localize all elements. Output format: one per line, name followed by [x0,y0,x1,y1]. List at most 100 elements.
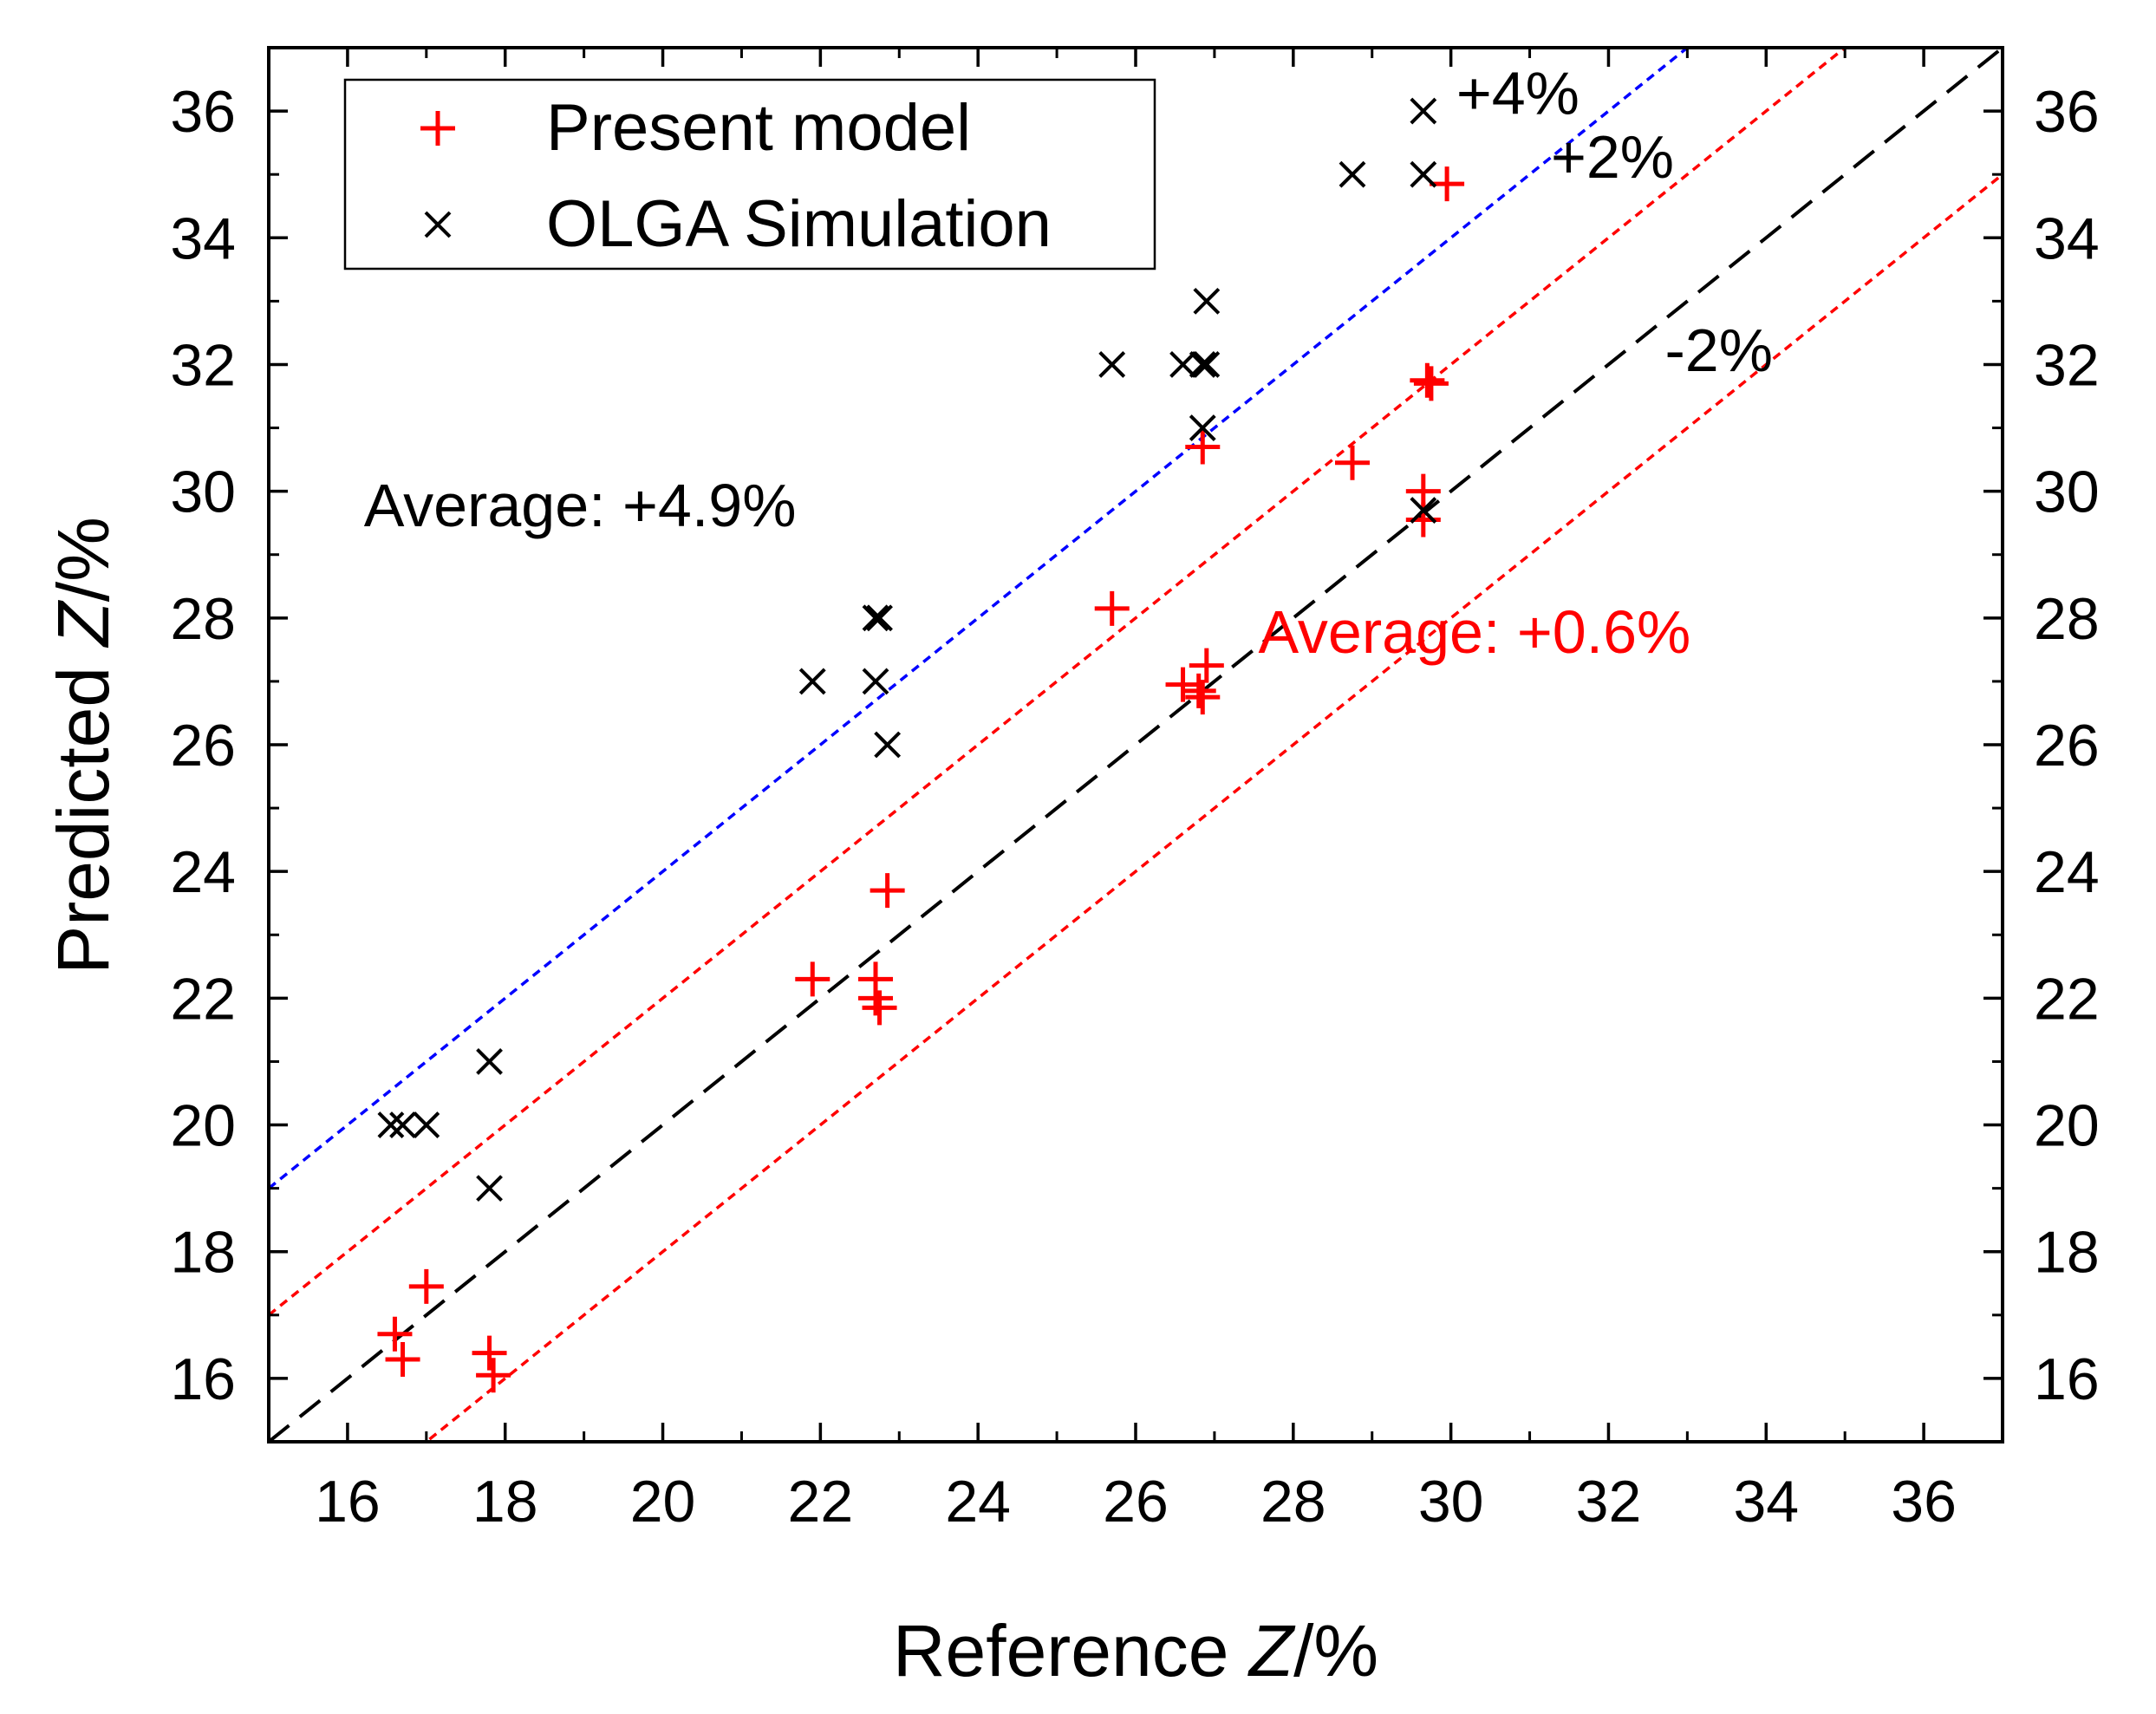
olga-simulation-point [377,1111,405,1138]
legend-label-present-model: Present model [546,91,971,165]
x-axis-title-variable: Z [1247,1610,1296,1691]
y-tick-label-left: 34 [170,205,236,271]
x-tick-label: 34 [1733,1469,1799,1535]
present-model-point [1413,366,1449,401]
x-tick-label: 18 [472,1469,538,1535]
y-tick-label-left: 30 [170,459,236,525]
olga-simulation-point [798,668,826,695]
reference-lines [269,48,2003,1442]
y-axis-title-variable: Z [42,600,124,648]
y-tick-label-left: 36 [170,79,236,145]
x-axis-title: Reference Z/% [893,1610,1378,1691]
reference-line-parity [269,48,2003,1442]
present-model-point [1335,445,1370,480]
y-tick-label-right: 30 [2034,459,2100,525]
y-tick-label-right: 26 [2034,713,2100,779]
y-axis-title: Predicted Z/% [42,517,124,974]
y-axis-title-suffix: /% [42,517,124,602]
olga-simulation-point [1189,351,1216,378]
x-tick-label: 28 [1260,1469,1326,1535]
present-model-point [1094,590,1130,626]
x-tick-label: 36 [1891,1469,1957,1535]
present-model-point [870,873,905,909]
y-tick-label-right: 36 [2034,79,2100,145]
legend-box [343,78,1156,270]
olga-simulation-point [1193,287,1221,315]
present-model-point [476,1358,511,1393]
y-tick-label-right: 32 [2034,332,2100,398]
present-model-point [1181,673,1216,708]
y-axis-title-prefix: Predicted [42,647,124,974]
olga-simulation-point [476,1175,503,1202]
olga-simulation-point [1410,160,1437,188]
present-model-point [377,1316,413,1352]
olga-simulation-point [1193,351,1221,378]
olga-simulation-point [866,604,893,632]
y-tick-label-left: 32 [170,332,236,398]
y-tick-label-left: 16 [170,1346,236,1412]
present-model-point [1185,429,1221,465]
present-model-point [1185,680,1221,715]
x-tick-label: 20 [630,1469,696,1535]
y-tick-label-right: 28 [2034,586,2100,652]
x-axis-title-suffix: /% [1293,1610,1378,1691]
y-tick-label-left: 22 [170,966,236,1032]
reference-line-minus2pct [424,173,2003,1442]
x-tick-label: 32 [1576,1469,1642,1535]
olga-simulation-point [476,1048,503,1075]
x-tick-label: 30 [1418,1469,1484,1535]
present-model-point [795,961,830,997]
y-tick-label-left: 24 [170,839,236,905]
data-points [377,97,1465,1393]
present-model-point [1430,166,1465,202]
x-tick-label: 26 [1103,1469,1169,1535]
olga-simulation-point [862,668,889,695]
y-tick-label-right: 24 [2034,839,2100,905]
svg-text:Reference Z/%: Reference Z/% [893,1610,1378,1691]
olga-simulation-point [1098,351,1126,378]
reference-line-plus4pct [269,48,1690,1190]
present-model-point [385,1341,420,1377]
legend-label-olga-simulation: OLGA Simulation [546,187,1052,261]
x-axis-title-prefix: Reference [893,1610,1249,1691]
y-tick-label-right: 22 [2034,966,2100,1032]
annotation-2: -2% [1664,316,1772,384]
olga-simulation-point [1339,160,1366,188]
present-model-point [1410,362,1445,398]
reference-line-plus2pct [269,48,1847,1317]
present-model-point [862,990,897,1026]
olga-simulation-point [862,604,889,632]
svg-text:Predicted Z/%: Predicted Z/% [42,517,124,974]
annotation-2: +2% [1551,123,1674,191]
y-tick-label-left: 18 [170,1220,236,1286]
x-tick-label: 16 [315,1469,381,1535]
olga-simulation-point [413,1111,440,1138]
legend-marker-present-model [420,111,455,146]
legend: Present model OLGA Simulation [343,78,1156,270]
y-tick-label-left: 20 [170,1093,236,1159]
x-tick-label: 24 [945,1469,1011,1535]
y-tick-label-right: 18 [2034,1220,2100,1286]
y-tick-label-left: 28 [170,586,236,652]
y-tick-label-right: 20 [2034,1093,2100,1159]
present-model-point [1165,667,1201,702]
olga-simulation-point [1189,414,1216,441]
annotation-average-4-9: Average: +4.9% [364,472,797,539]
present-model-point [1189,648,1224,683]
olga-simulation-point [389,1111,416,1138]
legend-marker-olga-simulation [424,211,452,238]
y-tick-label-right: 34 [2034,205,2100,271]
annotation-4: +4% [1456,60,1580,127]
olga-simulation-point [1169,351,1196,378]
y-tick-label-left: 26 [170,713,236,779]
olga-simulation-point [1410,497,1437,524]
y-tick-label-right: 16 [2034,1346,2100,1412]
olga-simulation-point [874,731,902,759]
present-model-point [472,1335,507,1371]
annotations: +4%+2% -2% Average: +4.9% Average: +0.6% [364,60,1773,666]
annotation-average-0-6: Average: +0.6% [1259,598,1691,666]
x-tick-label: 22 [788,1469,854,1535]
present-model-point [408,1268,444,1304]
